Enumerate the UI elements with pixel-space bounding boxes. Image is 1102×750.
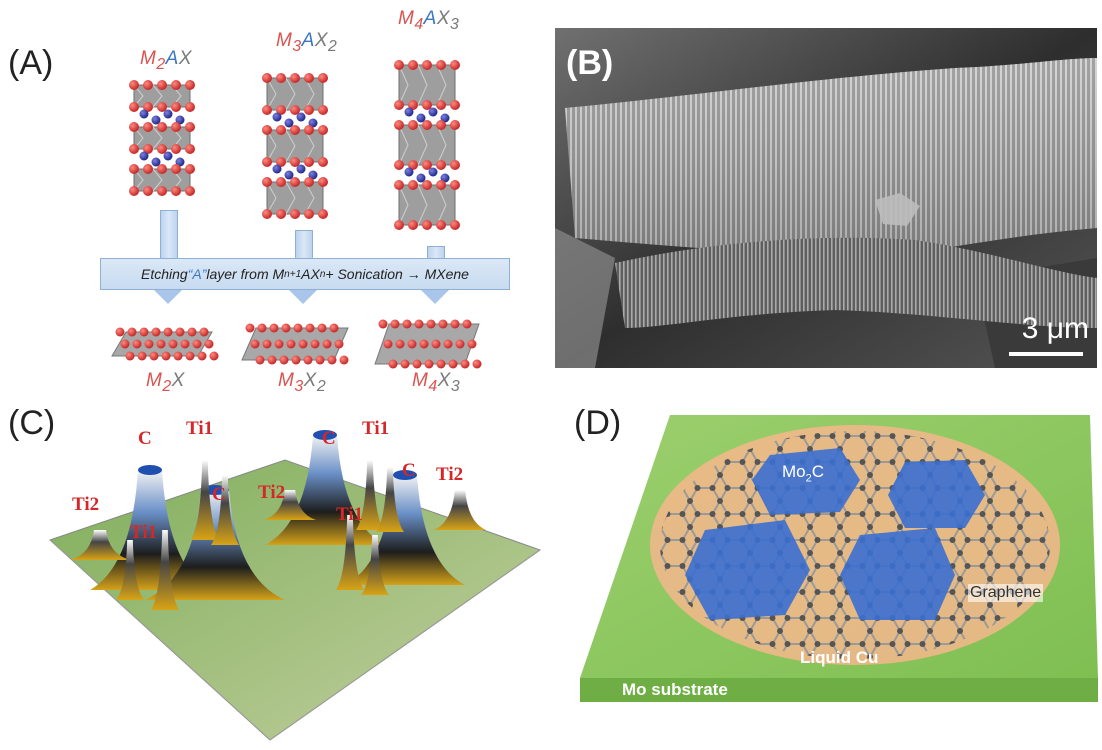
surface-peak: [264, 490, 316, 520]
surface-peak: [361, 535, 389, 595]
mxene-sheet-1: [241, 323, 349, 365]
panel-b-label: (B): [566, 44, 614, 82]
sem-image: [555, 28, 1097, 368]
panel-c-label: (C): [8, 404, 56, 442]
crystal-block-0-1: [129, 122, 195, 154]
mxene-sheet-2: [374, 319, 482, 369]
graphene-label: Graphene: [968, 584, 1044, 602]
crystal-block-0-0: [129, 80, 195, 112]
surface-peak-top: [138, 465, 162, 475]
scale-bar-label: 3 μm: [1021, 312, 1089, 345]
a-layer-2-0: [404, 107, 450, 123]
a-layer-1-0: [272, 112, 318, 128]
surface-peak-top: [393, 470, 417, 480]
peak-label-ti2-3: Ti2: [258, 482, 286, 503]
scale-bar: [1009, 352, 1083, 356]
peak-label-ti1-2: Ti1: [362, 418, 390, 439]
arrow-m4ax3-head: [421, 290, 449, 304]
peak-label-c-3: C: [402, 460, 416, 481]
peak-label-ti1-1: Ti1: [186, 418, 214, 439]
arrow-m2ax-head: [154, 290, 182, 304]
panel-d-label: (D): [574, 404, 622, 442]
surface-peak: [376, 467, 404, 532]
peak-label-ti2-2: Ti2: [72, 494, 100, 515]
liquid-cu-label: Liquid Cu: [800, 648, 879, 667]
sem-micrograph: 3 μm: [555, 28, 1097, 368]
crystal-block-1-0: [262, 73, 328, 115]
peak-label-ti1-3: Ti1: [130, 522, 158, 543]
mo2c-flake-4: [840, 528, 955, 620]
surface-peak-top: [313, 430, 337, 440]
mxene-sheet-0: [111, 327, 219, 361]
peak-label-c-1: C: [138, 428, 152, 449]
mo2c-flake-3: [685, 520, 810, 620]
crystal-block-1-2: [262, 177, 328, 219]
surface-peaks: [70, 430, 486, 610]
graphene-mo2c-schematic: [580, 415, 1098, 702]
mo2c-flake-1: [752, 448, 860, 515]
surface-peak: [191, 460, 219, 540]
crystal-block-2-1: [394, 120, 460, 170]
formula-m3ax2: M3AX2: [276, 30, 338, 55]
peak-label-c-4: C: [212, 484, 226, 505]
panel-a-label: (A): [8, 44, 54, 82]
mo2c-label: Mo2C: [782, 462, 825, 485]
surface-peak: [116, 540, 144, 600]
a-layer-1-1: [272, 164, 318, 180]
peak-label-c-2: C: [322, 428, 336, 449]
peak-label-ti1-4: Ti1: [336, 504, 364, 525]
crystal-block-2-2: [394, 180, 460, 230]
surface-peak: [356, 460, 384, 530]
peak-label-ti2-1: Ti2: [436, 464, 464, 485]
formula-m4ax3: M4AX3: [398, 8, 460, 33]
mo-substrate-label: Mo substrate: [622, 680, 728, 699]
max-phase-crystal-structures: [111, 60, 482, 369]
surface-peak: [151, 530, 179, 610]
a-layer-2-1: [404, 167, 450, 183]
formula-m3x2: M3X2: [278, 370, 327, 395]
mo2c-flake-2: [888, 460, 985, 528]
crystal-block-0-2: [129, 164, 195, 196]
crystal-block-1-1: [262, 125, 328, 167]
surface-peak: [211, 475, 239, 545]
formula-m2x: M2X: [146, 370, 185, 395]
surface-peak: [336, 515, 364, 590]
formula-m4x3: M4X3: [412, 370, 461, 395]
surface-peak: [434, 490, 486, 530]
surface-peak: [70, 530, 130, 560]
crystal-block-2-0: [394, 60, 460, 110]
a-layer-0-0: [139, 109, 185, 125]
arrow-m3ax2-head: [289, 290, 317, 304]
formula-m2ax: M2AX: [140, 48, 193, 73]
stm-3d-surface-plot: [49, 430, 542, 741]
a-layer-0-1: [139, 151, 185, 167]
